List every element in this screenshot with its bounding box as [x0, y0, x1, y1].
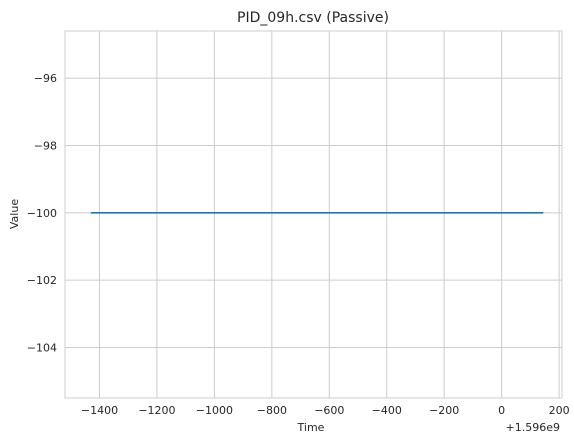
y-tick-label: −104	[27, 341, 57, 354]
x-axis-offset-label: +1.596e9	[506, 421, 560, 434]
plot-area	[65, 31, 562, 398]
y-tick-label: −100	[27, 207, 57, 220]
x-tick-label: −1400	[81, 404, 118, 417]
x-tick-label: −800	[257, 404, 287, 417]
y-tick-labels: −104 −102 −100 −98 −96	[27, 72, 57, 354]
chart-title: PID_09h.csv (Passive)	[237, 10, 389, 26]
x-tick-label: 200	[549, 404, 570, 417]
x-tick-label: −1200	[138, 404, 175, 417]
x-tick-label: −200	[429, 404, 459, 417]
y-tick-label: −96	[34, 72, 57, 85]
x-axis-label: Time	[297, 421, 325, 434]
x-tick-label: 0	[498, 404, 505, 417]
x-tick-label: −600	[314, 404, 344, 417]
y-axis-label: Value	[8, 199, 21, 229]
x-tick-label: −400	[372, 404, 402, 417]
plot-frame	[64, 30, 563, 399]
x-tick-labels: −1400 −1200 −1000 −800 −600 −400 −200 0 200	[81, 404, 570, 417]
y-tick-label: −98	[34, 139, 57, 152]
y-tick-label: −102	[27, 274, 57, 287]
x-tick-label: −1000	[196, 404, 233, 417]
